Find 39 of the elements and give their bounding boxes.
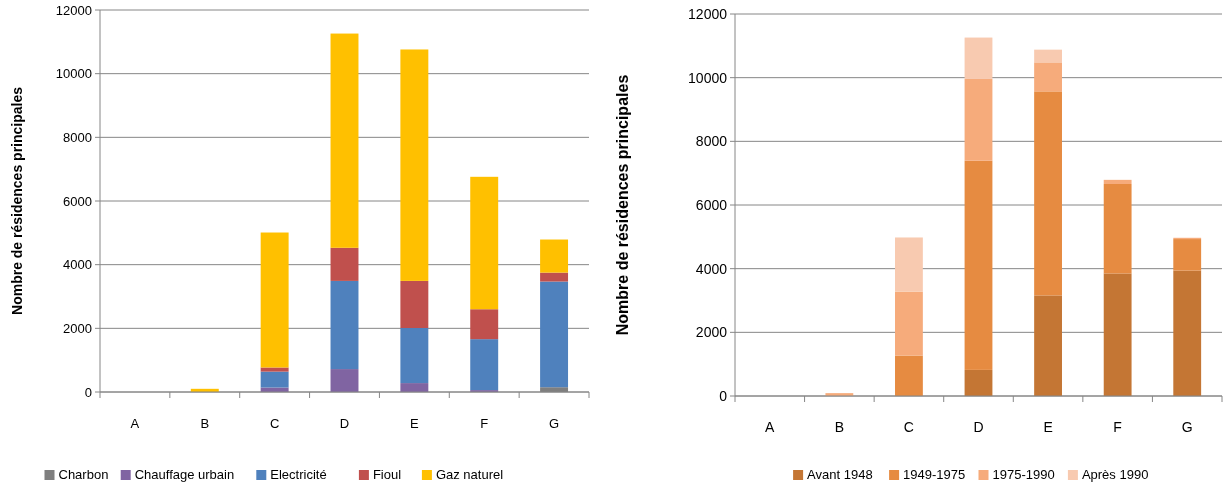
legend-label: 1949-1975 xyxy=(903,467,966,482)
legend-label: Charbon xyxy=(58,467,109,482)
x-tick-label: F xyxy=(480,416,489,431)
x-tick-label: D xyxy=(973,419,984,435)
y-tick-label: 6000 xyxy=(695,196,728,213)
x-tick-label: D xyxy=(339,416,350,431)
legend-label: Electricité xyxy=(270,467,327,482)
y-tick-label: 6000 xyxy=(63,193,92,209)
y-tick-label: 0 xyxy=(84,384,92,400)
x-tick-label: G xyxy=(549,416,560,431)
y-axis-title: Nombre de résidences principales xyxy=(9,86,25,315)
x-tick-label: C xyxy=(903,419,914,435)
y-tick-label: 12000 xyxy=(688,5,728,22)
y-tick-label: 0 xyxy=(719,387,728,404)
x-tick-label: B xyxy=(834,419,845,435)
x-tick-label: G xyxy=(1181,419,1193,435)
x-tick-label: B xyxy=(200,416,210,431)
y-tick-label: 2000 xyxy=(695,324,728,341)
y-tick-label: 4000 xyxy=(695,260,728,277)
y-axis-title: Nombre de résidences principales xyxy=(614,74,631,336)
y-tick-label: 10000 xyxy=(55,66,92,82)
legend-label: Avant 1948 xyxy=(807,467,873,482)
legend-label: Fioul xyxy=(372,467,402,482)
x-tick-label: E xyxy=(1043,419,1053,435)
legend-label: Chauffage urbain xyxy=(134,467,235,482)
legend-label: 1975-1990 xyxy=(992,467,1055,482)
legend-label: Après 1990 xyxy=(1081,467,1149,482)
y-tick-label: 4000 xyxy=(63,257,92,273)
y-tick-label: 12000 xyxy=(55,2,92,18)
x-tick-label: E xyxy=(410,416,420,431)
x-tick-label: A xyxy=(130,416,140,431)
legend-label: Gaz naturel xyxy=(435,467,504,482)
y-tick-label: 8000 xyxy=(695,133,728,150)
y-tick-label: 10000 xyxy=(688,69,728,86)
y-tick-label: 2000 xyxy=(63,320,92,336)
x-tick-label: C xyxy=(269,416,280,431)
y-tick-label: 8000 xyxy=(63,129,92,145)
x-tick-label: F xyxy=(1113,419,1122,435)
x-tick-label: A xyxy=(765,419,776,435)
